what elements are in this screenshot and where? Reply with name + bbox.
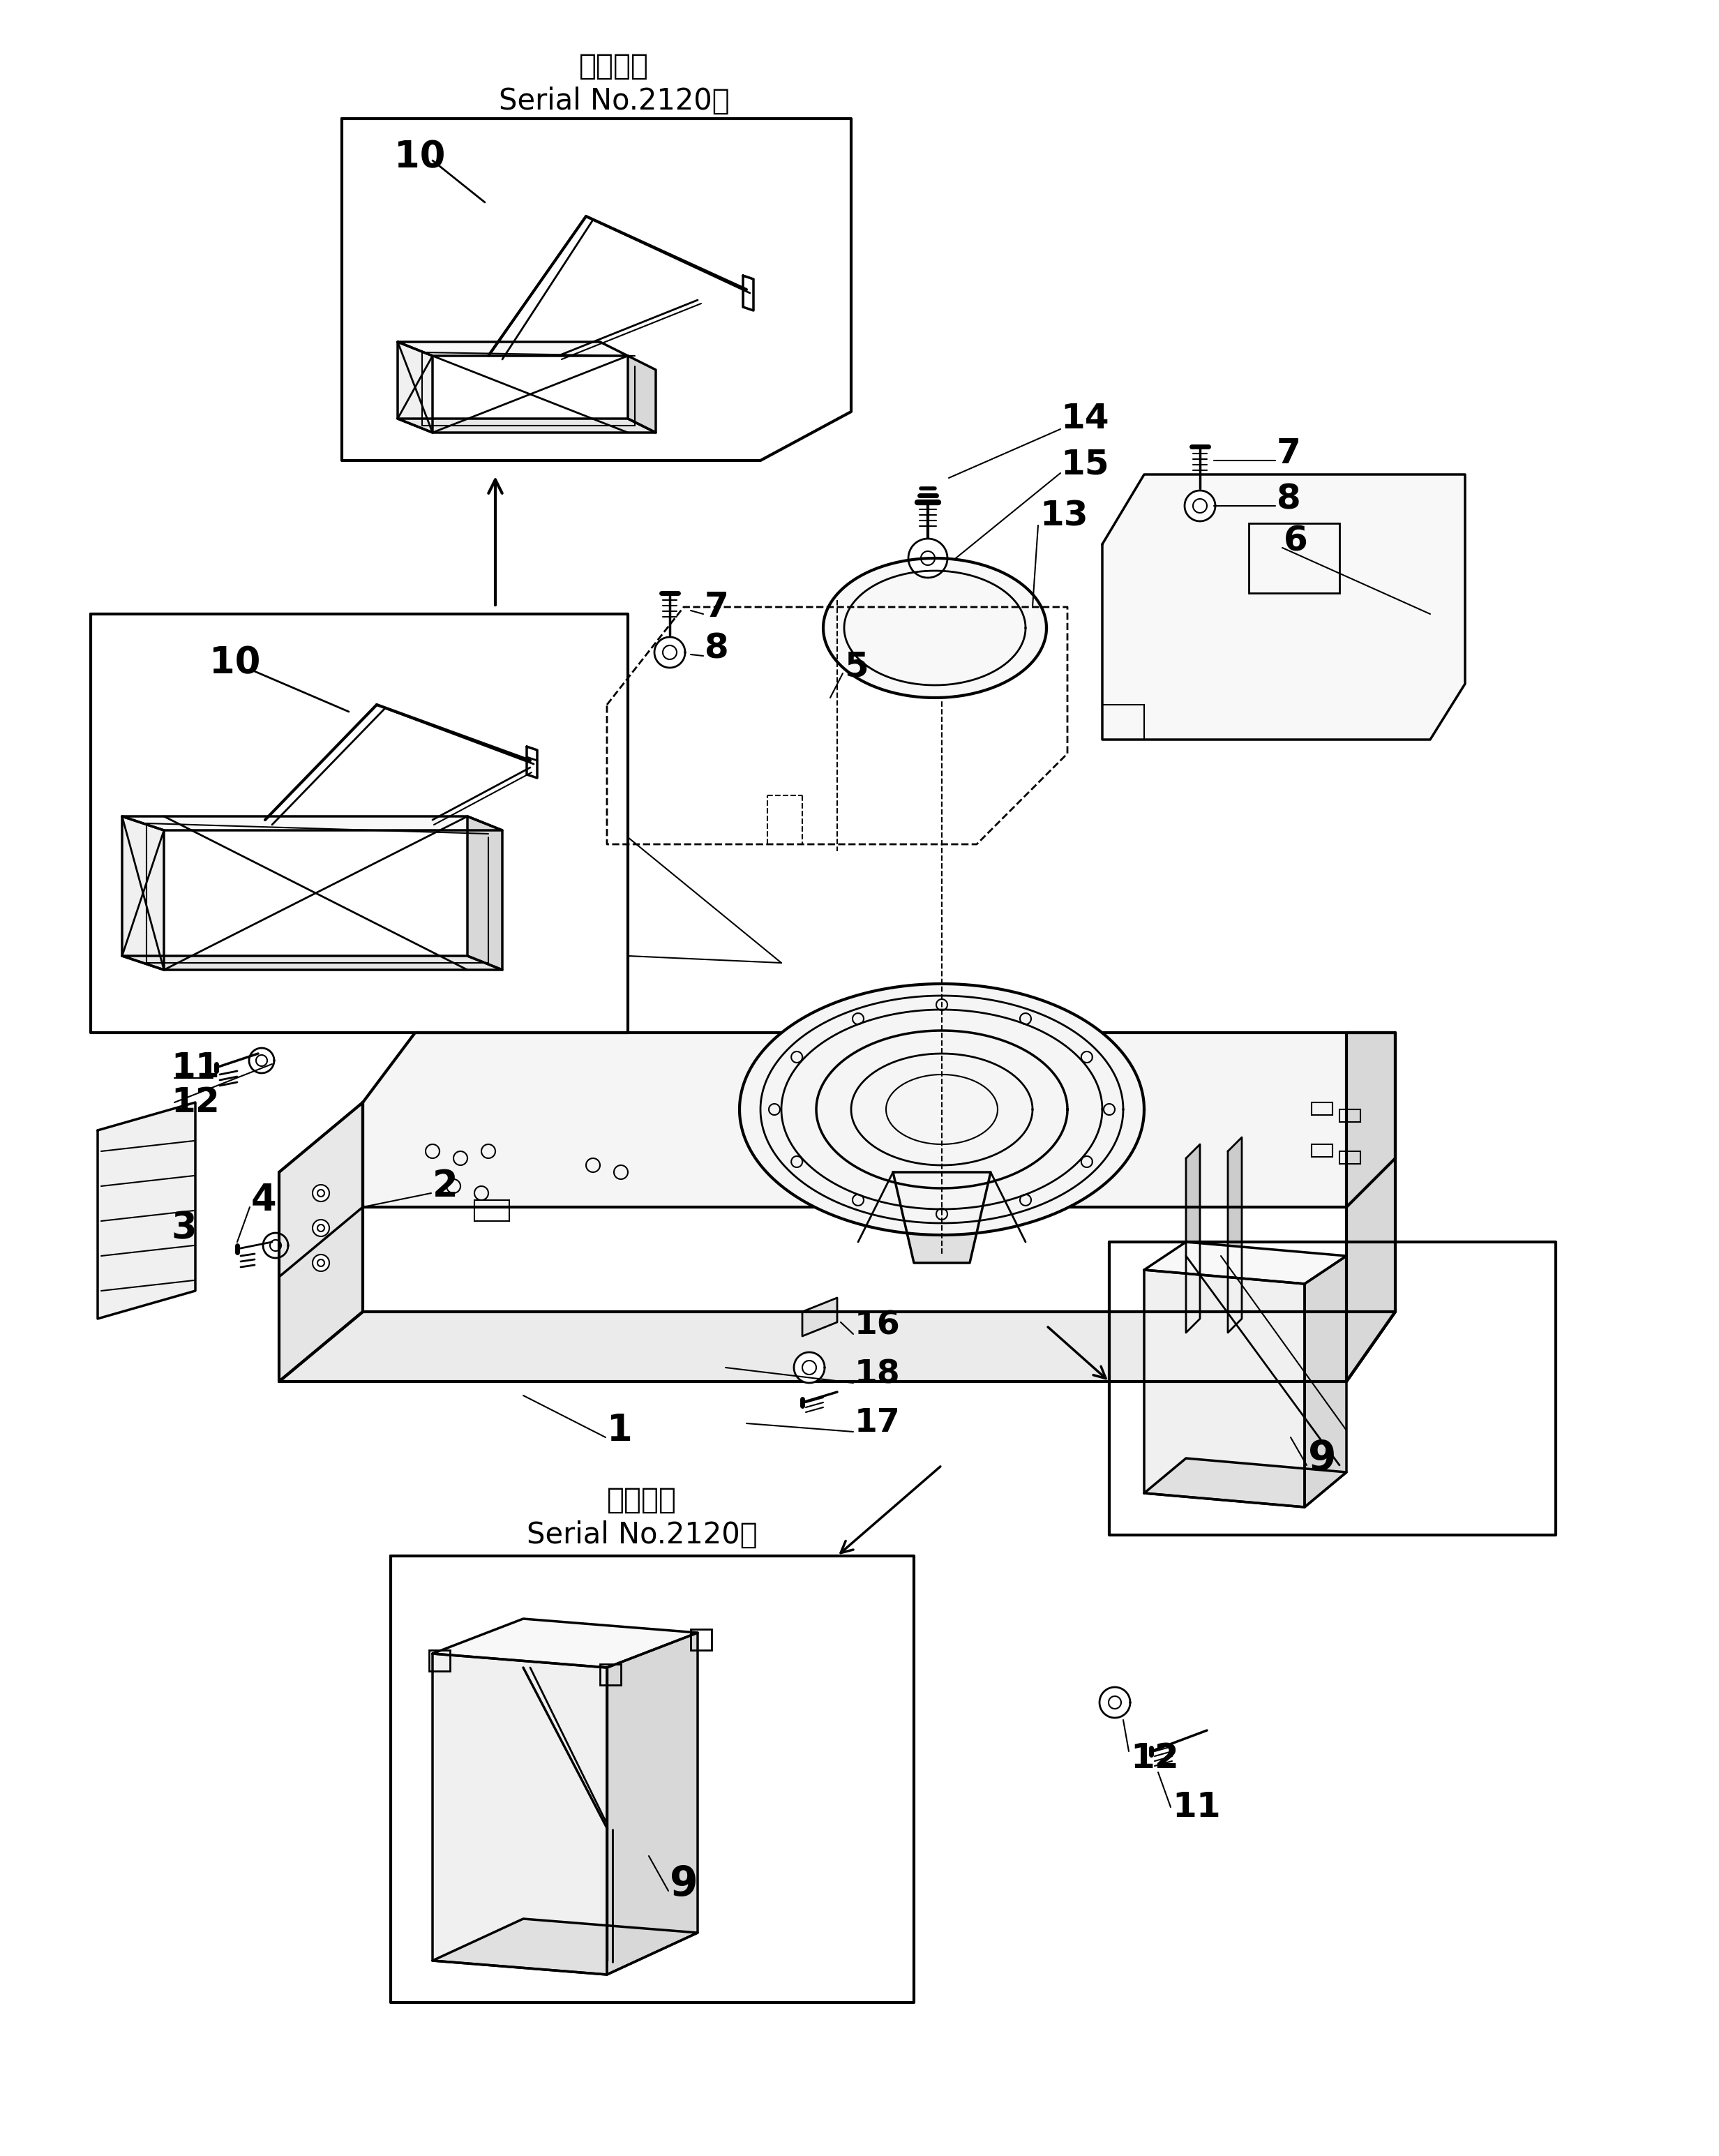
Text: 4: 4 bbox=[251, 1181, 277, 1218]
Polygon shape bbox=[823, 558, 1047, 699]
Polygon shape bbox=[892, 1173, 990, 1263]
Text: 17: 17 bbox=[854, 1408, 901, 1438]
Text: 3: 3 bbox=[170, 1210, 196, 1246]
Polygon shape bbox=[397, 343, 433, 433]
Text: 6: 6 bbox=[1284, 524, 1308, 558]
Text: 2: 2 bbox=[433, 1169, 459, 1205]
Polygon shape bbox=[468, 817, 502, 970]
Polygon shape bbox=[433, 1654, 607, 1975]
Text: 15: 15 bbox=[1061, 446, 1109, 481]
Text: 7: 7 bbox=[1277, 438, 1301, 470]
Text: 8: 8 bbox=[705, 632, 729, 666]
Text: Serial No.2120～: Serial No.2120～ bbox=[526, 1520, 756, 1550]
Text: 10: 10 bbox=[394, 138, 445, 175]
Text: 適用号機: 適用号機 bbox=[607, 1485, 677, 1516]
Polygon shape bbox=[278, 1311, 1396, 1382]
Bar bbox=[1248, 524, 1339, 593]
Bar bbox=[1312, 1145, 1332, 1158]
Polygon shape bbox=[397, 418, 655, 433]
Text: 10: 10 bbox=[210, 645, 261, 681]
Polygon shape bbox=[908, 539, 947, 578]
Polygon shape bbox=[278, 1102, 363, 1276]
Polygon shape bbox=[1145, 1270, 1305, 1507]
Polygon shape bbox=[1184, 492, 1215, 522]
Polygon shape bbox=[433, 1619, 698, 1667]
Text: 適用号機: 適用号機 bbox=[579, 52, 648, 82]
Text: 9: 9 bbox=[1308, 1438, 1336, 1479]
Polygon shape bbox=[313, 1255, 330, 1272]
Polygon shape bbox=[1346, 1033, 1396, 1382]
Bar bbox=[600, 1664, 621, 1686]
Text: 8: 8 bbox=[1277, 483, 1301, 515]
Polygon shape bbox=[655, 636, 686, 668]
Polygon shape bbox=[739, 983, 1145, 1235]
Text: 11: 11 bbox=[1172, 1789, 1220, 1824]
Polygon shape bbox=[794, 1352, 825, 1382]
Polygon shape bbox=[313, 1186, 330, 1201]
Polygon shape bbox=[122, 955, 502, 970]
Polygon shape bbox=[607, 1632, 698, 1975]
Bar bbox=[474, 1201, 509, 1220]
Bar bbox=[430, 1649, 450, 1671]
Bar bbox=[1339, 1110, 1360, 1121]
Text: 7: 7 bbox=[705, 591, 729, 623]
Text: 12: 12 bbox=[1129, 1742, 1179, 1774]
Bar bbox=[1312, 1102, 1332, 1115]
Bar bbox=[691, 1630, 712, 1649]
Polygon shape bbox=[1186, 1145, 1200, 1332]
Polygon shape bbox=[1145, 1457, 1346, 1507]
Polygon shape bbox=[803, 1298, 837, 1337]
Polygon shape bbox=[627, 356, 655, 433]
Polygon shape bbox=[313, 1220, 330, 1235]
Text: 1: 1 bbox=[607, 1412, 633, 1449]
Polygon shape bbox=[1102, 474, 1465, 740]
Text: 9: 9 bbox=[670, 1865, 698, 1904]
Text: 14: 14 bbox=[1061, 401, 1109, 436]
Text: 16: 16 bbox=[854, 1311, 901, 1341]
Polygon shape bbox=[1305, 1257, 1346, 1507]
Polygon shape bbox=[1145, 1242, 1346, 1283]
Text: 18: 18 bbox=[854, 1358, 901, 1391]
Text: 12: 12 bbox=[170, 1087, 220, 1119]
Polygon shape bbox=[1100, 1688, 1129, 1718]
Polygon shape bbox=[122, 817, 163, 970]
Polygon shape bbox=[397, 343, 627, 356]
Text: 5: 5 bbox=[844, 649, 868, 683]
Bar bbox=[1339, 1151, 1360, 1164]
Text: Serial No.2120～: Serial No.2120～ bbox=[499, 86, 729, 116]
Polygon shape bbox=[433, 1919, 698, 1975]
Polygon shape bbox=[363, 1033, 1396, 1207]
Polygon shape bbox=[1227, 1138, 1241, 1332]
Polygon shape bbox=[122, 817, 502, 830]
Polygon shape bbox=[98, 1102, 196, 1319]
Text: 13: 13 bbox=[1040, 500, 1088, 533]
Polygon shape bbox=[278, 1102, 363, 1382]
Text: 11: 11 bbox=[170, 1050, 220, 1084]
